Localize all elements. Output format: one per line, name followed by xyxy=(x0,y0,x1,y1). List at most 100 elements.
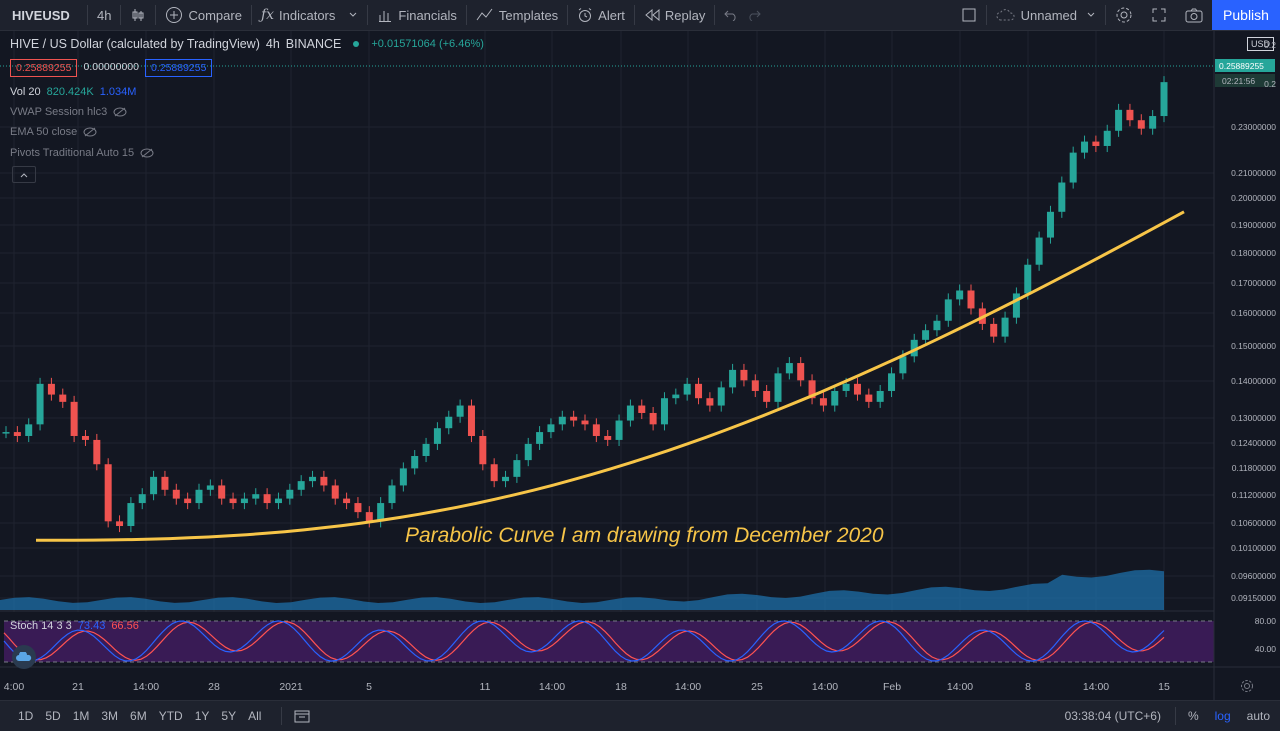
candle-body[interactable] xyxy=(570,416,578,421)
candle-body[interactable] xyxy=(888,373,896,391)
candle-body[interactable] xyxy=(411,456,419,469)
percent-scale-toggle[interactable]: % xyxy=(1187,709,1199,723)
candle-body[interactable] xyxy=(422,443,430,457)
candle-body[interactable] xyxy=(956,290,964,300)
candle-body[interactable] xyxy=(524,443,532,461)
candle-body[interactable] xyxy=(263,494,271,504)
candle-body[interactable] xyxy=(274,498,282,504)
time-axis[interactable]: 4:00 21 14:00 28 2021 5 11 14:00 18 14:00 25 14:00 F… xyxy=(4,681,1170,693)
candle-body[interactable] xyxy=(456,405,464,417)
candle-body[interactable] xyxy=(1092,141,1100,146)
candle-body[interactable] xyxy=(831,390,839,406)
price-pane[interactable] xyxy=(0,31,1214,609)
snapshot-button[interactable] xyxy=(1176,0,1212,30)
eye-hidden-icon[interactable] xyxy=(140,148,154,158)
candle-body[interactable] xyxy=(399,468,407,486)
candle-body[interactable] xyxy=(1115,109,1123,131)
candle-body[interactable] xyxy=(104,464,112,522)
candle-body[interactable] xyxy=(899,356,907,374)
candle-body[interactable] xyxy=(218,485,226,499)
candle-body[interactable] xyxy=(320,476,328,486)
alert-button[interactable]: Alert xyxy=(568,0,634,30)
fullscreen-square-button[interactable] xyxy=(952,0,986,30)
candle-body[interactable] xyxy=(717,387,725,406)
candle-body[interactable] xyxy=(252,494,260,499)
candle-body[interactable] xyxy=(331,485,339,499)
candle-body[interactable] xyxy=(13,432,21,436)
candle-body[interactable] xyxy=(1046,211,1054,238)
candle-body[interactable] xyxy=(1069,152,1077,183)
candle-body[interactable] xyxy=(25,424,33,436)
range-5y[interactable]: 5Y xyxy=(221,709,237,723)
range-all[interactable]: All xyxy=(248,709,262,723)
settings-button[interactable] xyxy=(1106,0,1142,30)
currency-badge[interactable]: USD xyxy=(1246,37,1274,51)
candles[interactable] xyxy=(2,76,1168,533)
candle-body[interactable] xyxy=(672,394,680,399)
range-1m[interactable]: 1M xyxy=(72,709,90,723)
candle-body[interactable] xyxy=(93,439,101,465)
sell-price-box[interactable]: 0.25889255 xyxy=(10,59,78,77)
candle-body[interactable] xyxy=(683,383,691,395)
undo-button[interactable] xyxy=(715,0,747,30)
candle-body[interactable] xyxy=(536,432,544,444)
candle-body[interactable] xyxy=(195,489,203,504)
candle-body[interactable] xyxy=(240,498,248,504)
buy-price-box[interactable]: 0.25889255 xyxy=(144,59,213,77)
candle-body[interactable] xyxy=(933,320,941,331)
candle-body[interactable] xyxy=(819,398,827,406)
candle-body[interactable] xyxy=(1126,109,1134,121)
candle-body[interactable] xyxy=(1058,182,1066,212)
candle-body[interactable] xyxy=(1160,82,1168,117)
candle-body[interactable] xyxy=(1012,293,1020,318)
range-5d[interactable]: 5D xyxy=(45,709,61,723)
candle-body[interactable] xyxy=(1024,264,1032,294)
candle-body[interactable] xyxy=(206,485,214,490)
candle-body[interactable] xyxy=(229,498,237,504)
candle-body[interactable] xyxy=(286,489,294,499)
range-6m[interactable]: 6M xyxy=(130,709,147,723)
main-chart[interactable]: 4:00 21 14:00 28 2021 5 11 14:00 18 14:00 25 14:00 F… xyxy=(0,31,1280,701)
candle-body[interactable] xyxy=(377,503,385,522)
candle-body[interactable] xyxy=(660,398,668,425)
candle-body[interactable] xyxy=(615,420,623,440)
chart-type-button[interactable] xyxy=(121,0,155,30)
candle-body[interactable] xyxy=(81,435,89,440)
candle-body[interactable] xyxy=(479,435,487,465)
chevron-down-icon[interactable] xyxy=(348,10,358,20)
candle-body[interactable] xyxy=(161,476,169,490)
candle-body[interactable] xyxy=(138,494,146,504)
candle-body[interactable] xyxy=(433,428,441,444)
candle-body[interactable] xyxy=(309,476,317,482)
candle-body[interactable] xyxy=(36,383,44,425)
candle-body[interactable] xyxy=(513,460,521,477)
candle-body[interactable] xyxy=(638,405,646,413)
compare-button[interactable]: Compare xyxy=(156,0,250,30)
candle-body[interactable] xyxy=(70,401,78,436)
candle-body[interactable] xyxy=(695,383,703,399)
eye-hidden-icon[interactable] xyxy=(113,107,127,117)
candle-body[interactable] xyxy=(910,339,918,357)
candle-body[interactable] xyxy=(865,394,873,402)
eye-hidden-icon[interactable] xyxy=(83,127,97,137)
candle-body[interactable] xyxy=(490,464,498,482)
layout-name-button[interactable]: Unnamed xyxy=(987,0,1105,30)
candle-body[interactable] xyxy=(59,394,67,402)
candle-body[interactable] xyxy=(785,363,793,374)
range-1d[interactable]: 1D xyxy=(18,709,34,723)
range-1y[interactable]: 1Y xyxy=(194,709,210,723)
candle-body[interactable] xyxy=(763,390,771,402)
candle-body[interactable] xyxy=(343,498,351,504)
candle-body[interactable] xyxy=(184,498,192,504)
auto-scale-toggle[interactable]: auto xyxy=(1246,709,1270,723)
candle-body[interactable] xyxy=(604,435,612,440)
candle-body[interactable] xyxy=(297,481,305,490)
candle-body[interactable] xyxy=(853,383,861,395)
candle-body[interactable] xyxy=(388,485,396,504)
candle-body[interactable] xyxy=(1001,317,1009,337)
candle-body[interactable] xyxy=(127,503,135,527)
candle-body[interactable] xyxy=(1137,120,1145,129)
indicator-volume[interactable]: Vol 20 820.424K 1.034M xyxy=(10,86,136,98)
candle-body[interactable] xyxy=(729,369,737,388)
collapse-legend-button[interactable] xyxy=(12,166,36,183)
